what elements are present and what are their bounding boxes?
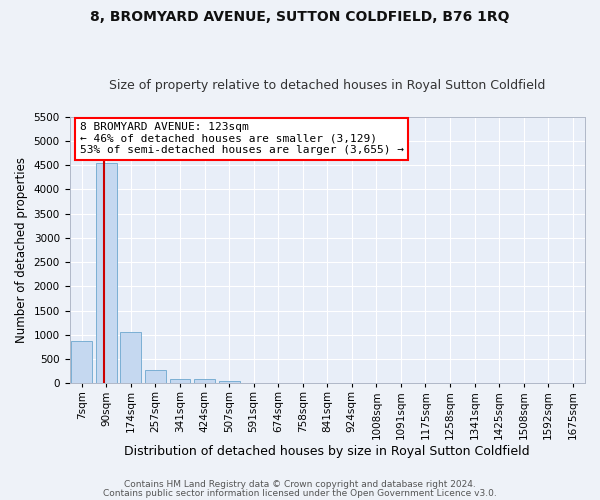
Bar — [145, 370, 166, 384]
Text: 8 BROMYARD AVENUE: 123sqm
← 46% of detached houses are smaller (3,129)
53% of se: 8 BROMYARD AVENUE: 123sqm ← 46% of detac… — [80, 122, 404, 156]
Bar — [194, 380, 215, 384]
Title: Size of property relative to detached houses in Royal Sutton Coldfield: Size of property relative to detached ho… — [109, 79, 545, 92]
Y-axis label: Number of detached properties: Number of detached properties — [15, 157, 28, 343]
Bar — [71, 340, 92, 384]
Text: 8, BROMYARD AVENUE, SUTTON COLDFIELD, B76 1RQ: 8, BROMYARD AVENUE, SUTTON COLDFIELD, B7… — [90, 10, 510, 24]
X-axis label: Distribution of detached houses by size in Royal Sutton Coldfield: Distribution of detached houses by size … — [124, 444, 530, 458]
Bar — [121, 332, 142, 384]
Bar — [170, 379, 190, 384]
Bar — [96, 164, 117, 384]
Text: Contains public sector information licensed under the Open Government Licence v3: Contains public sector information licen… — [103, 488, 497, 498]
Bar — [218, 381, 239, 384]
Text: Contains HM Land Registry data © Crown copyright and database right 2024.: Contains HM Land Registry data © Crown c… — [124, 480, 476, 489]
